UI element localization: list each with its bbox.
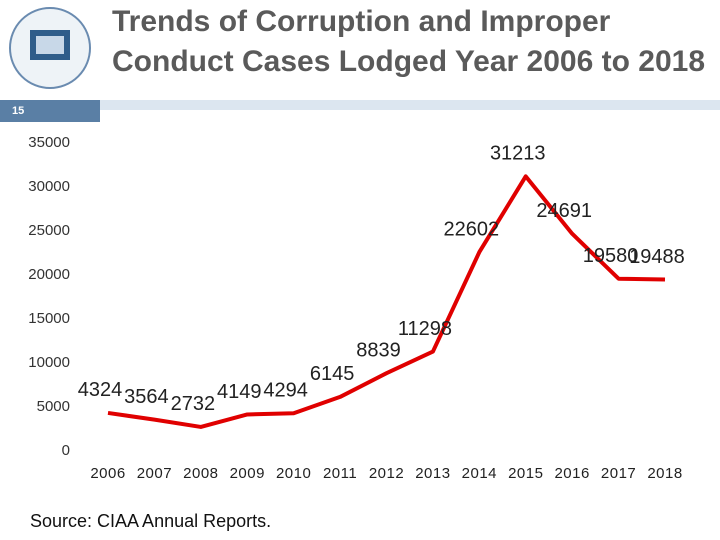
slide-number-box: [0, 100, 100, 122]
data-label: 6145: [310, 363, 355, 385]
y-tick-label: 5000: [37, 398, 70, 415]
y-tick-label: 15000: [28, 310, 70, 327]
x-tick-label: 2012: [369, 465, 404, 482]
data-label: 8839: [356, 339, 401, 361]
y-tick-label: 0: [62, 442, 70, 459]
chart-title: Trends of Corruption and Improper Conduc…: [112, 5, 706, 78]
y-tick-label: 30000: [28, 178, 70, 195]
data-label: 31213: [490, 143, 546, 165]
x-tick-label: 2015: [508, 465, 543, 482]
x-tick-label: 2007: [137, 465, 172, 482]
data-label: 2732: [171, 393, 216, 415]
title-box: Trends of Corruption and Improper Conduc…: [112, 5, 706, 78]
data-label: 19580: [583, 245, 639, 267]
data-label: 11298: [398, 318, 452, 340]
x-tick-label: 2016: [554, 465, 589, 482]
data-line: [107, 174, 666, 429]
source-note: Source: CIAA Annual Reports.: [30, 511, 271, 531]
y-tick-label: 25000: [28, 222, 70, 239]
data-label: 4294: [263, 379, 308, 401]
logo: [9, 7, 91, 89]
data-label: 4149: [217, 381, 262, 403]
x-tick-label: 2018: [647, 465, 682, 482]
data-label: 3564: [124, 386, 169, 408]
data-label: 4324: [78, 379, 123, 401]
header-bar: [100, 100, 720, 110]
x-tick-label: 2017: [601, 465, 636, 482]
data-label: 24691: [536, 200, 592, 222]
x-tick-label: 2009: [230, 465, 265, 482]
y-tick-label: 10000: [28, 354, 70, 371]
x-tick-label: 2013: [415, 465, 450, 482]
x-tick-label: 2008: [183, 465, 218, 482]
y-tick-label: 20000: [28, 266, 70, 283]
x-tick-label: 2014: [462, 465, 497, 482]
x-tick-label: 2011: [323, 465, 357, 482]
y-tick-label: 35000: [28, 134, 70, 151]
x-tick-label: 2006: [90, 465, 125, 482]
slide-number: 15: [12, 105, 24, 117]
data-label: 19488: [629, 246, 685, 268]
data-label: 22602: [444, 218, 500, 240]
x-tick-label: 2010: [276, 465, 311, 482]
